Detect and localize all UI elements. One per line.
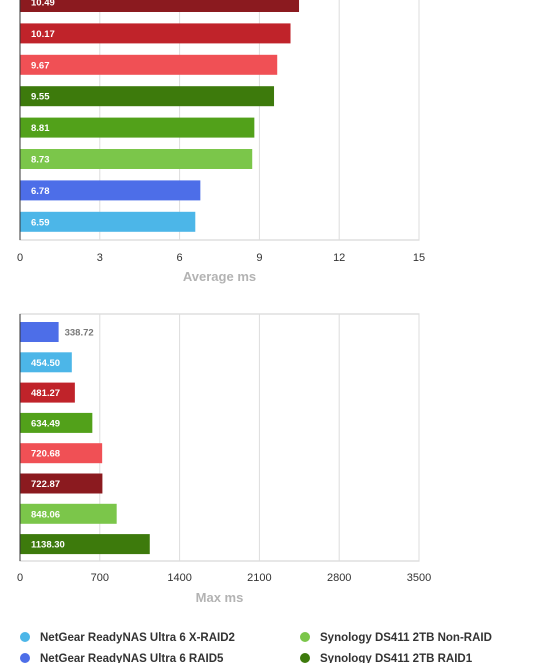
chart2-bar bbox=[20, 412, 93, 433]
chart2-bar bbox=[20, 534, 150, 555]
chart2-bar-value-label: 454.50 bbox=[31, 358, 60, 369]
legend-label: NetGear ReadyNAS Ultra 6 X-RAID2 bbox=[40, 632, 235, 644]
chart2-x-axis-title: Max ms bbox=[196, 590, 244, 605]
chart1-bar bbox=[20, 23, 291, 44]
chart1-x-tick-label: 0 bbox=[17, 252, 23, 264]
chart1-bar-value-label: 9.67 bbox=[31, 60, 50, 71]
chart1-bar-value-label: 8.81 bbox=[31, 123, 50, 134]
chart1-bar-value-label: 10.49 bbox=[31, 0, 55, 9]
chart2-bar-value-label: 481.27 bbox=[31, 388, 60, 399]
legend-label: Synology DS411 2TB Non-RAID bbox=[320, 632, 492, 644]
chart2-bar bbox=[20, 443, 103, 464]
legend-marker bbox=[300, 653, 310, 663]
chart1-bar bbox=[20, 0, 300, 12]
chart2-x-tick-label: 2100 bbox=[247, 572, 271, 584]
chart1-x-tick-label: 3 bbox=[97, 252, 103, 264]
chart1-bar bbox=[20, 149, 253, 169]
chart1-bar bbox=[20, 117, 255, 138]
chart2-x-tick-label: 0 bbox=[17, 572, 23, 584]
chart2-bar bbox=[20, 473, 103, 494]
chart2-plot-area bbox=[19, 313, 420, 562]
chart2-x-tick-label: 1400 bbox=[167, 572, 191, 584]
legend-label: Synology DS411 2TB RAID1 bbox=[320, 653, 473, 663]
chart1-bar bbox=[20, 86, 275, 107]
legend-marker bbox=[300, 632, 310, 642]
chart2-bar-value-label: 720.68 bbox=[31, 449, 60, 460]
chart1-x-tick-label: 9 bbox=[256, 252, 262, 264]
chart1-x-tick-label: 12 bbox=[333, 252, 345, 264]
chart2-bar-value-label: 722.87 bbox=[31, 479, 60, 490]
chart2-bar bbox=[20, 352, 72, 373]
chart1-x-tick-label: 15 bbox=[413, 252, 425, 264]
chart2-bar bbox=[20, 382, 75, 403]
chart2-bar-value-label: 1138.30 bbox=[31, 540, 65, 551]
legend-marker bbox=[20, 632, 30, 642]
chart2-x-tick-label: 3500 bbox=[407, 572, 431, 584]
chart2-bar bbox=[20, 503, 117, 524]
chart1-bar-value-label: 6.59 bbox=[31, 217, 50, 228]
legend-label: NetGear ReadyNAS Ultra 6 RAID5 bbox=[40, 653, 224, 663]
chart1-bar bbox=[20, 211, 196, 232]
chart2-x-tick-label: 700 bbox=[91, 572, 109, 584]
chart2-bar bbox=[20, 322, 59, 342]
chart2-bar-value-label: 338.72 bbox=[65, 328, 94, 339]
chart1-bar bbox=[20, 180, 201, 201]
chart1-bar bbox=[20, 54, 278, 75]
chart2-x-tick-label: 2800 bbox=[327, 572, 351, 584]
chart1-bar-value-label: 10.17 bbox=[31, 29, 55, 40]
chart2-bar-value-label: 634.49 bbox=[31, 418, 60, 429]
chart1-x-tick-label: 6 bbox=[177, 252, 183, 264]
chart2-bar-value-label: 848.06 bbox=[31, 509, 60, 520]
chart1-bar-value-label: 6.78 bbox=[31, 186, 50, 197]
chart1-bar-value-label: 8.73 bbox=[31, 155, 50, 166]
chart1-x-axis-title: Average ms bbox=[183, 269, 256, 284]
chart1-bar-value-label: 9.55 bbox=[31, 92, 50, 103]
legend-marker bbox=[20, 653, 30, 663]
